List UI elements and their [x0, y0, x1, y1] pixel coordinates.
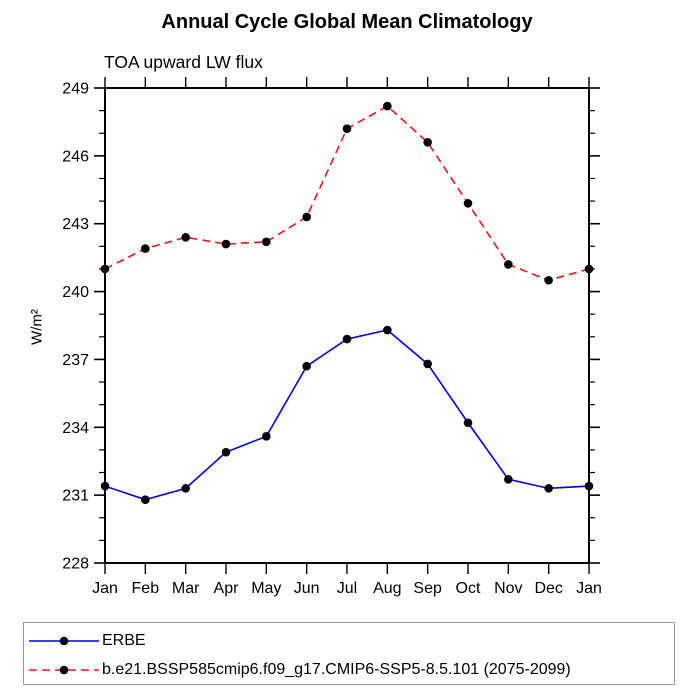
plot-border: [104, 87, 590, 564]
data-point-marker: [100, 264, 110, 274]
data-point-marker: [423, 137, 432, 147]
legend-marker-dot: [59, 636, 69, 645]
legend: ERBE b.e21.BSSP585cmip6.f09_g17.CMIP6-SS…: [23, 622, 675, 685]
x-axis-month-label: Jun: [294, 580, 320, 597]
legend-marker-dot: [59, 665, 69, 674]
data-point-marker: [141, 495, 150, 504]
data-point-marker: [100, 481, 110, 491]
x-axis-month-label: Jul: [337, 580, 357, 597]
legend-label-erbe: ERBE: [102, 631, 146, 649]
chart-title: Annual Cycle Global Mean Climatology: [161, 11, 533, 33]
chart-subtitle: TOA upward LW flux: [104, 52, 263, 72]
data-point-marker: [463, 199, 473, 208]
x-axis-month-label: Nov: [494, 580, 522, 597]
x-axis-month-label: Apr: [214, 580, 240, 597]
data-point-marker: [181, 232, 190, 242]
data-point-marker: [463, 418, 473, 428]
y-axis-tick-label: 249: [62, 81, 89, 98]
x-axis-month-label: Aug: [373, 580, 401, 597]
x-axis-month-label: Mar: [172, 580, 200, 597]
data-point-marker: [221, 239, 231, 249]
y-axis-tick-label: 240: [62, 284, 89, 301]
data-point-marker: [504, 475, 513, 484]
data-point-marker: [584, 481, 594, 491]
data-point-marker: [342, 124, 352, 134]
data-point-marker: [383, 101, 392, 111]
series-line-erbe: [104, 329, 590, 501]
x-axis-month-label: Jan: [576, 580, 602, 597]
legend-label-model: b.e21.BSSP585cmip6.f09_g17.CMIP6-SSP5-8.…: [102, 660, 571, 678]
x-axis-month-label: Dec: [534, 580, 562, 597]
data-point-marker: [141, 244, 150, 253]
data-point-marker: [342, 334, 352, 344]
data-point-marker: [262, 237, 271, 247]
y-axis-tick-label: 228: [62, 556, 89, 573]
legend-item-model: b.e21.BSSP585cmip6.f09_g17.CMIP6-SSP5-8.…: [28, 655, 674, 684]
data-point-marker: [423, 359, 432, 369]
legend-line-sample-model: [29, 665, 99, 674]
y-axis-tick-label: 234: [62, 420, 89, 437]
data-point-marker: [544, 275, 553, 285]
x-axis-month-label: Jan: [92, 580, 118, 597]
data-point-marker: [544, 484, 553, 493]
x-axis-month-label: Oct: [456, 580, 481, 597]
y-axis-tick-label: 246: [62, 148, 89, 165]
x-axis-month-label: Feb: [132, 580, 160, 597]
legend-line-sample-erbe: [29, 636, 99, 645]
legend-item-erbe: ERBE: [28, 626, 674, 655]
data-point-marker: [302, 361, 311, 371]
data-point-marker: [383, 325, 392, 335]
data-point-marker: [504, 260, 513, 269]
data-point-marker: [302, 212, 311, 222]
chart-canvas: 228 231 234 237 240 243 246 249 Jan Feb Mar Apr May J…: [62, 77, 602, 597]
data-point-marker: [262, 432, 271, 441]
data-point-marker: [584, 264, 594, 274]
x-axis-month-label: May: [251, 580, 281, 597]
data-point-marker: [221, 447, 231, 457]
y-axis-tick-label: 243: [62, 216, 89, 233]
y-axis-tick-label: 237: [62, 352, 89, 369]
y-axis-tick-label: 231: [62, 488, 89, 505]
data-point-marker: [181, 484, 190, 493]
x-axis-month-label: Sep: [413, 580, 442, 597]
